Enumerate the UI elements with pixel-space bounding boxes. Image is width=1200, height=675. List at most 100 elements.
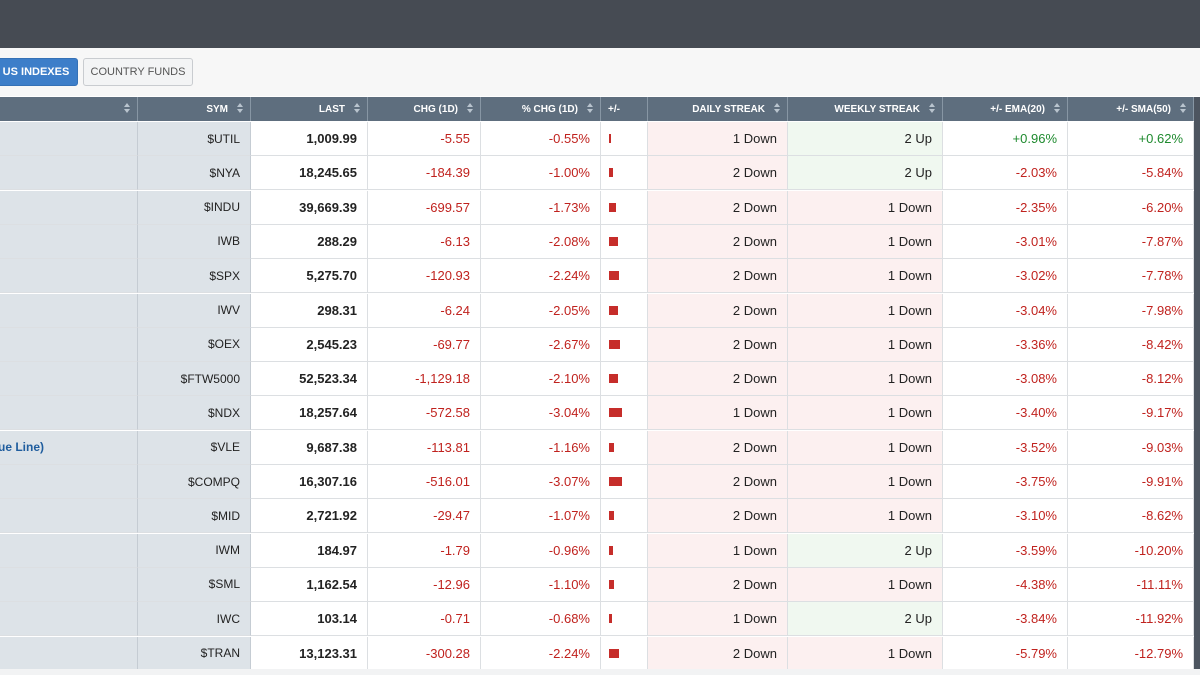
index-name[interactable]: ue Line)	[0, 440, 45, 455]
sort-icon[interactable]	[467, 103, 473, 115]
column-header-name[interactable]	[0, 97, 138, 121]
table-row[interactable]: $NYA 18,245.65 -184.39 -1.00% 2 Down 2 Up -2.0…	[0, 156, 1200, 191]
table-row[interactable]: $TRAN 13,123.31 -300.28 -2.24% 2 Down 1 Down -…	[0, 636, 1200, 671]
sort-icon[interactable]	[1054, 103, 1060, 115]
chg-cell: -0.71	[368, 602, 481, 637]
weekly-value: 2 Up	[904, 542, 932, 558]
sym-value[interactable]: $VLE	[210, 440, 240, 455]
table-row[interactable]: IWB 288.29 -6.13 -2.08% 2 Down 1 Down -3.01% -7…	[0, 224, 1200, 259]
last-cell: 5,275.70	[251, 259, 368, 294]
sort-icon[interactable]	[774, 103, 780, 115]
weekly-cell: 1 Down	[788, 190, 943, 225]
sym-value[interactable]: $TRAN	[200, 646, 240, 660]
table-row[interactable]: $SPX 5,275.70 -120.93 -2.24% 2 Down 1 Down -3.…	[0, 259, 1200, 294]
sort-icon[interactable]	[1180, 103, 1186, 115]
table-row[interactable]: $NDX 18,257.64 -572.58 -3.04% 1 Down 1 Down -3…	[0, 396, 1200, 431]
table-row[interactable]: $FTW5000 52,523.34 -1,129.18 -2.10% 2 Down 1 …	[0, 362, 1200, 397]
right-edge-panel	[1194, 97, 1200, 669]
pct-cell: -2.10%	[481, 362, 601, 397]
pct-value: -0.68%	[548, 611, 590, 627]
pct-value: -0.55%	[548, 131, 590, 146]
column-header-sma50[interactable]: +/- SMA(50)	[1068, 97, 1194, 121]
name-cell	[0, 602, 138, 637]
app-top-bar	[0, 0, 1200, 48]
chg-cell: -699.57	[368, 190, 481, 225]
sym-value[interactable]: IWB	[217, 234, 240, 249]
ema-value: -2.35%	[1015, 199, 1057, 215]
column-header-ema20[interactable]: +/- EMA(20)	[943, 97, 1068, 121]
sym-value[interactable]: IWV	[217, 303, 240, 317]
column-header-weekly-streak[interactable]: WEEKLY STREAK	[788, 97, 943, 121]
name-cell	[0, 327, 138, 362]
ema-value: -3.10%	[1015, 508, 1057, 524]
table-row[interactable]: IWV 298.31 -6.24 -2.05% 2 Down 1 Down -3.04% -7…	[0, 293, 1200, 328]
table-row[interactable]: IWC 103.14 -0.71 -0.68% 1 Down 2 Up -3.84% -11.…	[0, 602, 1200, 637]
column-header-plus-minus[interactable]: +/-	[601, 97, 648, 121]
pct-cell: -0.68%	[481, 602, 601, 637]
table-row[interactable]: IWM 184.97 -1.79 -0.96% 1 Down 2 Up -3.59% -10.…	[0, 533, 1200, 568]
sort-icon[interactable]	[124, 103, 130, 115]
column-header-daily-streak[interactable]: DAILY STREAK	[648, 97, 788, 121]
sym-value[interactable]: $OEX	[207, 337, 240, 352]
table-row[interactable]: $COMPQ 16,307.16 -516.01 -3.07% 2 Down 1 Down…	[0, 465, 1200, 499]
sym-value[interactable]: $FTW5000	[180, 371, 240, 386]
sma-value: -9.91%	[1141, 474, 1183, 489]
change-bar	[609, 305, 618, 315]
sma-value: -11.92%	[1135, 611, 1183, 627]
table-row[interactable]: $INDU 39,669.39 -699.57 -1.73% 2 Down 1 Down -…	[0, 190, 1200, 225]
chg-value: -120.93	[425, 268, 470, 284]
sort-icon[interactable]	[587, 103, 593, 115]
change-bar	[609, 168, 613, 178]
last-cell: 39,669.39	[251, 190, 368, 225]
sort-icon[interactable]	[354, 103, 360, 115]
sym-value[interactable]: $UTIL	[207, 131, 240, 146]
ema-value: -3.02%	[1015, 268, 1057, 284]
weekly-cell: 2 Up	[788, 122, 943, 156]
change-bar-cell	[601, 602, 648, 637]
last-value: 52,523.34	[299, 371, 357, 387]
daily-value: 2 Down	[732, 508, 777, 524]
pct-cell: -3.04%	[481, 396, 601, 431]
sym-value[interactable]: $SML	[208, 577, 240, 592]
sym-value[interactable]: $SPX	[209, 268, 240, 283]
column-header-sym[interactable]: SYM	[138, 97, 251, 121]
table-row[interactable]: ue Line) $VLE 9,687.38 -113.81 -1.16% 2 Down 1…	[0, 430, 1200, 465]
column-header-pct-chg[interactable]: % CHG (1D)	[481, 97, 601, 121]
pct-value: -3.04%	[548, 405, 590, 421]
ema-value: -3.04%	[1015, 302, 1057, 318]
daily-cell: 2 Down	[648, 327, 788, 362]
table-row[interactable]: $MID 2,721.92 -29.47 -1.07% 2 Down 1 Down -3.1…	[0, 499, 1200, 534]
last-value: 1,162.54	[306, 576, 357, 592]
last-value: 184.97	[317, 542, 357, 558]
tab-country-funds[interactable]: COUNTRY FUNDS	[83, 58, 193, 86]
sym-value[interactable]: $NYA	[209, 165, 240, 180]
sym-value[interactable]: IWC	[216, 611, 240, 626]
chg-cell: -113.81	[368, 430, 481, 465]
sym-cell: $SPX	[138, 259, 251, 294]
column-header-last[interactable]: LAST	[251, 97, 368, 121]
ema-value: -3.08%	[1015, 371, 1057, 387]
table-row[interactable]: $OEX 2,545.23 -69.77 -2.67% 2 Down 1 Down -3.3…	[0, 327, 1200, 362]
chg-value: -6.13	[440, 233, 470, 249]
chg-cell: -5.55	[368, 122, 481, 156]
sym-value[interactable]: $COMPQ	[187, 474, 240, 489]
tab-us-indexes[interactable]: US INDEXES	[0, 58, 78, 86]
column-header-chg[interactable]: CHG (1D)	[368, 97, 481, 121]
sym-value[interactable]: $NDX	[207, 405, 240, 420]
table-row[interactable]: $UTIL 1,009.99 -5.55 -0.55% 1 Down 2 Up +0.96%…	[0, 122, 1200, 156]
last-value: 2,545.23	[306, 336, 357, 352]
sym-value[interactable]: $MID	[211, 508, 240, 523]
sym-value[interactable]: IWM	[215, 543, 240, 558]
last-cell: 52,523.34	[251, 362, 368, 397]
daily-cell: 1 Down	[648, 122, 788, 156]
pct-cell: -0.55%	[481, 122, 601, 156]
sort-icon[interactable]	[929, 103, 935, 115]
name-cell	[0, 465, 138, 499]
sort-icon[interactable]	[237, 103, 243, 115]
chg-cell: -1.79	[368, 533, 481, 568]
weekly-cell: 2 Up	[788, 602, 943, 637]
pct-cell: -2.24%	[481, 636, 601, 671]
last-cell: 9,687.38	[251, 430, 368, 465]
sym-value[interactable]: $INDU	[203, 200, 240, 215]
table-row[interactable]: $SML 1,162.54 -12.96 -1.10% 2 Down 1 Down -4.3…	[0, 567, 1200, 602]
